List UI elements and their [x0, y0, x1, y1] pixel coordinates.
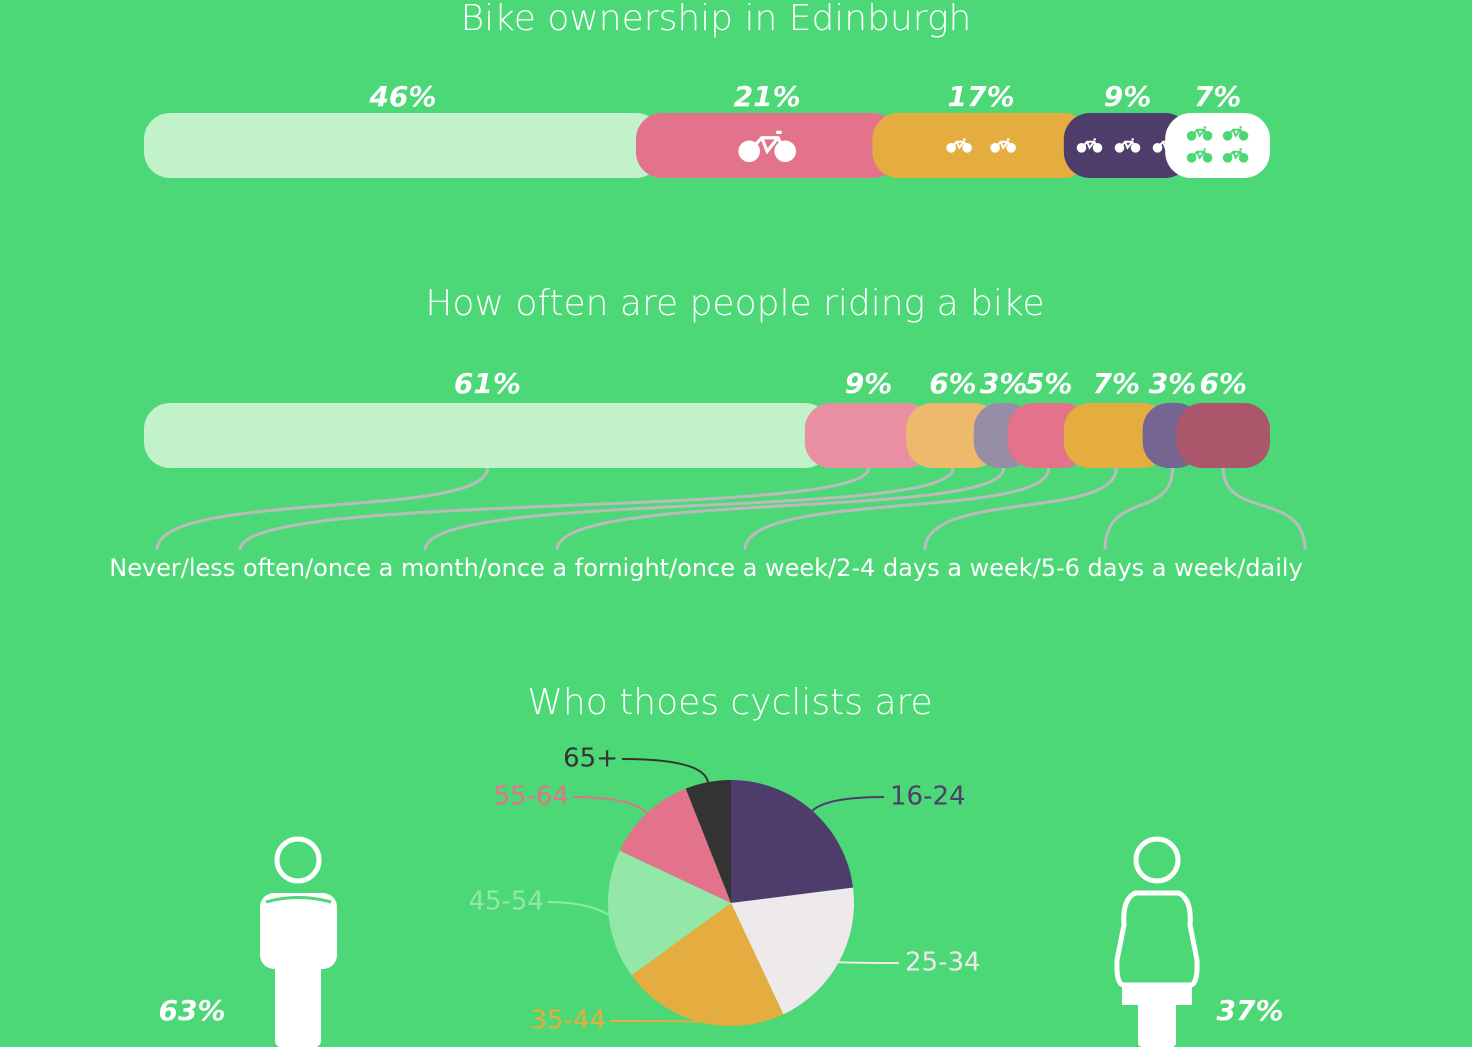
bar-segment [144, 113, 662, 178]
value-label: 63% [158, 994, 225, 1027]
pie-label: 35-44 [530, 1006, 606, 1036]
pie-slice [619, 788, 731, 903]
head [1133, 836, 1181, 884]
leader-curve [743, 467, 1051, 551]
value-label: 9% [845, 367, 893, 400]
frame [1190, 126, 1209, 138]
pie-slice [631, 903, 784, 1026]
leader-line [621, 758, 709, 783]
bar-segment [872, 113, 1090, 178]
pie-label: 65+ [563, 744, 618, 774]
value-label: 9% [1104, 80, 1152, 113]
value-label: 21% [734, 80, 801, 113]
value-label: 3% [980, 367, 1028, 400]
bike-icon [1186, 148, 1213, 163]
bar-segment [144, 403, 831, 468]
value-label: 6% [929, 367, 977, 400]
leader-curve [155, 467, 489, 551]
bike-icon [1114, 138, 1141, 153]
frame [950, 138, 969, 150]
frame [748, 130, 787, 155]
leader-curve [923, 467, 1118, 551]
pie-slice [731, 887, 854, 1015]
bike-icon [946, 138, 972, 153]
frame [1118, 138, 1137, 150]
value-label: 7% [1194, 80, 1242, 113]
bike-icon [990, 138, 1016, 153]
value-label: 37% [1216, 994, 1283, 1027]
leader-curve [555, 467, 1006, 551]
leader-line [811, 796, 885, 812]
leader-curve [238, 467, 871, 551]
bar-segment [804, 403, 933, 468]
frame [994, 138, 1013, 150]
value-label: 5% [1025, 367, 1073, 400]
pie-slice [731, 780, 854, 903]
pie-label: 45-54 [468, 887, 544, 917]
frame [1190, 148, 1209, 160]
bar-segment [1165, 113, 1270, 178]
value-label: 6% [1199, 367, 1247, 400]
bike-icon [1076, 138, 1103, 153]
legs [275, 940, 321, 1047]
bike-icon [1186, 126, 1213, 141]
pie-label: 25-34 [905, 948, 981, 978]
value-label: 17% [948, 80, 1015, 113]
leader-line [547, 901, 610, 916]
male-icon [260, 836, 337, 1047]
leader-curve [1221, 467, 1307, 551]
head [274, 836, 322, 884]
leader-line [838, 961, 900, 964]
leader-line [609, 1020, 701, 1024]
value-label: 61% [454, 367, 521, 400]
frame [1226, 148, 1245, 160]
collar [265, 896, 332, 904]
leader-curve [423, 467, 955, 551]
legs [1138, 1000, 1176, 1047]
chart-title: How often are people riding a bike [425, 283, 1044, 324]
frequency-caption: Never/less often/once a month/once a for… [109, 554, 1303, 582]
bar-segment [1063, 403, 1169, 468]
chart-title: Who thoes cyclists are [527, 682, 932, 723]
frame [1156, 138, 1175, 150]
bike-icon [1152, 138, 1179, 153]
female-icon [1114, 836, 1200, 1047]
value-label: 3% [1149, 367, 1197, 400]
bar-segment [635, 113, 899, 178]
bike-icon [1222, 148, 1249, 163]
skirt [1122, 985, 1192, 1005]
leader-curve [1103, 467, 1175, 551]
pie-slice [685, 780, 731, 903]
chart-title: Bike ownership in Edinburgh [461, 0, 972, 39]
bar-segment [1176, 403, 1270, 468]
leader-line [572, 796, 648, 815]
pie-slice [608, 850, 731, 976]
pie-label: 55-64 [493, 782, 569, 812]
pie-label: 16-24 [890, 782, 966, 812]
frame [1226, 126, 1245, 138]
value-label: 7% [1092, 367, 1140, 400]
bike-icon [738, 130, 796, 163]
value-label: 46% [368, 80, 436, 113]
frame [1080, 138, 1099, 150]
bike-icon [1222, 126, 1249, 141]
